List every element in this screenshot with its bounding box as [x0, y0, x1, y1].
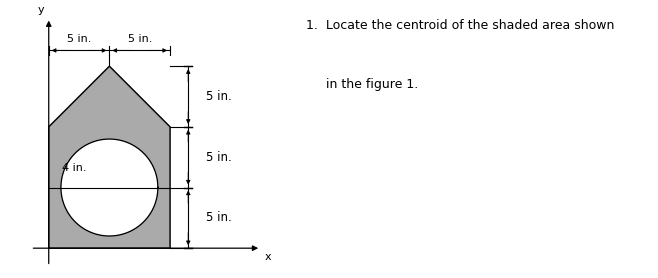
Text: in the figure 1.: in the figure 1. [306, 78, 418, 91]
Text: 5 in.: 5 in. [207, 211, 232, 224]
Text: 5 in.: 5 in. [128, 34, 152, 44]
Text: y: y [38, 5, 44, 15]
Text: 5 in.: 5 in. [67, 34, 91, 44]
Text: x: x [265, 252, 271, 262]
Text: 5 in.: 5 in. [207, 90, 232, 103]
Text: 1.  Locate the centroid of the shaded area shown: 1. Locate the centroid of the shaded are… [306, 19, 615, 33]
Text: 4 in.: 4 in. [62, 163, 87, 173]
Polygon shape [49, 66, 170, 248]
Text: 5 in.: 5 in. [207, 151, 232, 164]
Polygon shape [61, 139, 158, 236]
